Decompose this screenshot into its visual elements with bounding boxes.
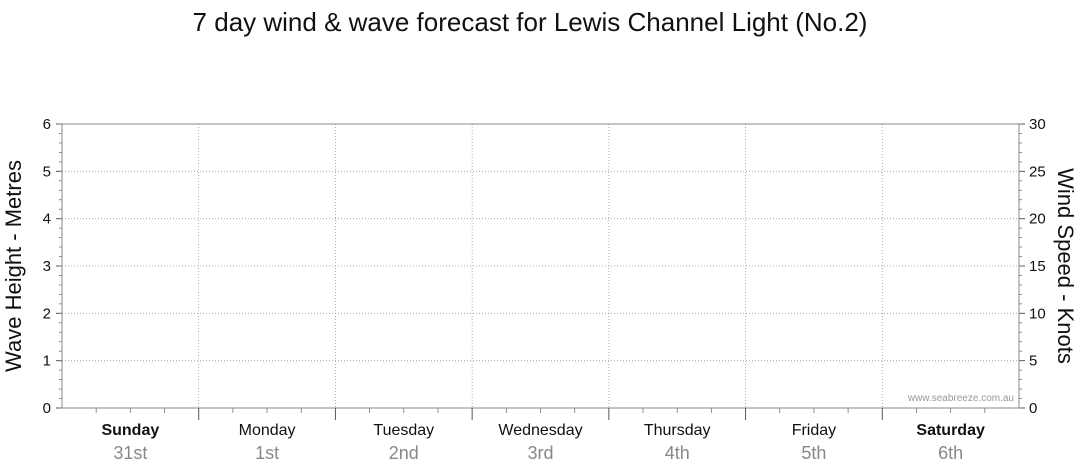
right-tick-label: 5	[1029, 353, 1037, 370]
day-name-label: Wednesday	[498, 422, 582, 439]
left-tick-label: 2	[43, 305, 51, 322]
day-date-label: 2nd	[389, 443, 419, 463]
right-tick-label: 30	[1029, 116, 1046, 133]
left-tick-label: 6	[43, 116, 51, 133]
left-tick-label: 5	[43, 163, 51, 180]
right-y-axis: 0 5 10 15 20 25 30	[1019, 116, 1046, 417]
day-date-label: 4th	[665, 443, 690, 463]
day-date-label: 6th	[938, 443, 963, 463]
right-tick-label: 25	[1029, 163, 1046, 180]
grid-lines	[62, 124, 1019, 408]
day-name-label: Friday	[792, 422, 836, 439]
day-date-label: 5th	[801, 443, 826, 463]
watermark: www.seabreeze.com.au	[907, 393, 1014, 404]
left-tick-label: 0	[43, 400, 51, 417]
left-axis-title: Wave Height - Metres	[1, 160, 26, 372]
day-date-label: 3rd	[527, 443, 553, 463]
left-y-axis: 0 1 2 3 4 5 6	[43, 116, 62, 417]
chart-title: 7 day wind & wave forecast for Lewis Cha…	[193, 7, 868, 37]
day-date-label: 1st	[255, 443, 279, 463]
right-axis-title: Wind Speed - Knots	[1053, 168, 1078, 364]
day-name-label: Monday	[239, 422, 296, 439]
left-tick-label: 1	[43, 353, 51, 370]
day-name-label: Tuesday	[373, 422, 434, 439]
day-name-label: Sunday	[101, 422, 159, 439]
x-axis: Sunday 31st Monday 1st Tuesday 2nd Wednesday 3r…	[95, 408, 986, 463]
right-tick-label: 20	[1029, 211, 1046, 228]
right-tick-label: 15	[1029, 258, 1046, 275]
right-tick-label: 0	[1029, 400, 1037, 417]
left-tick-label: 3	[43, 258, 51, 275]
right-tick-label: 10	[1029, 305, 1046, 322]
day-name-label: Saturday	[916, 422, 985, 439]
day-name-label: Thursday	[644, 422, 711, 439]
left-tick-label: 4	[43, 211, 51, 228]
day-date-label: 31st	[113, 443, 147, 463]
